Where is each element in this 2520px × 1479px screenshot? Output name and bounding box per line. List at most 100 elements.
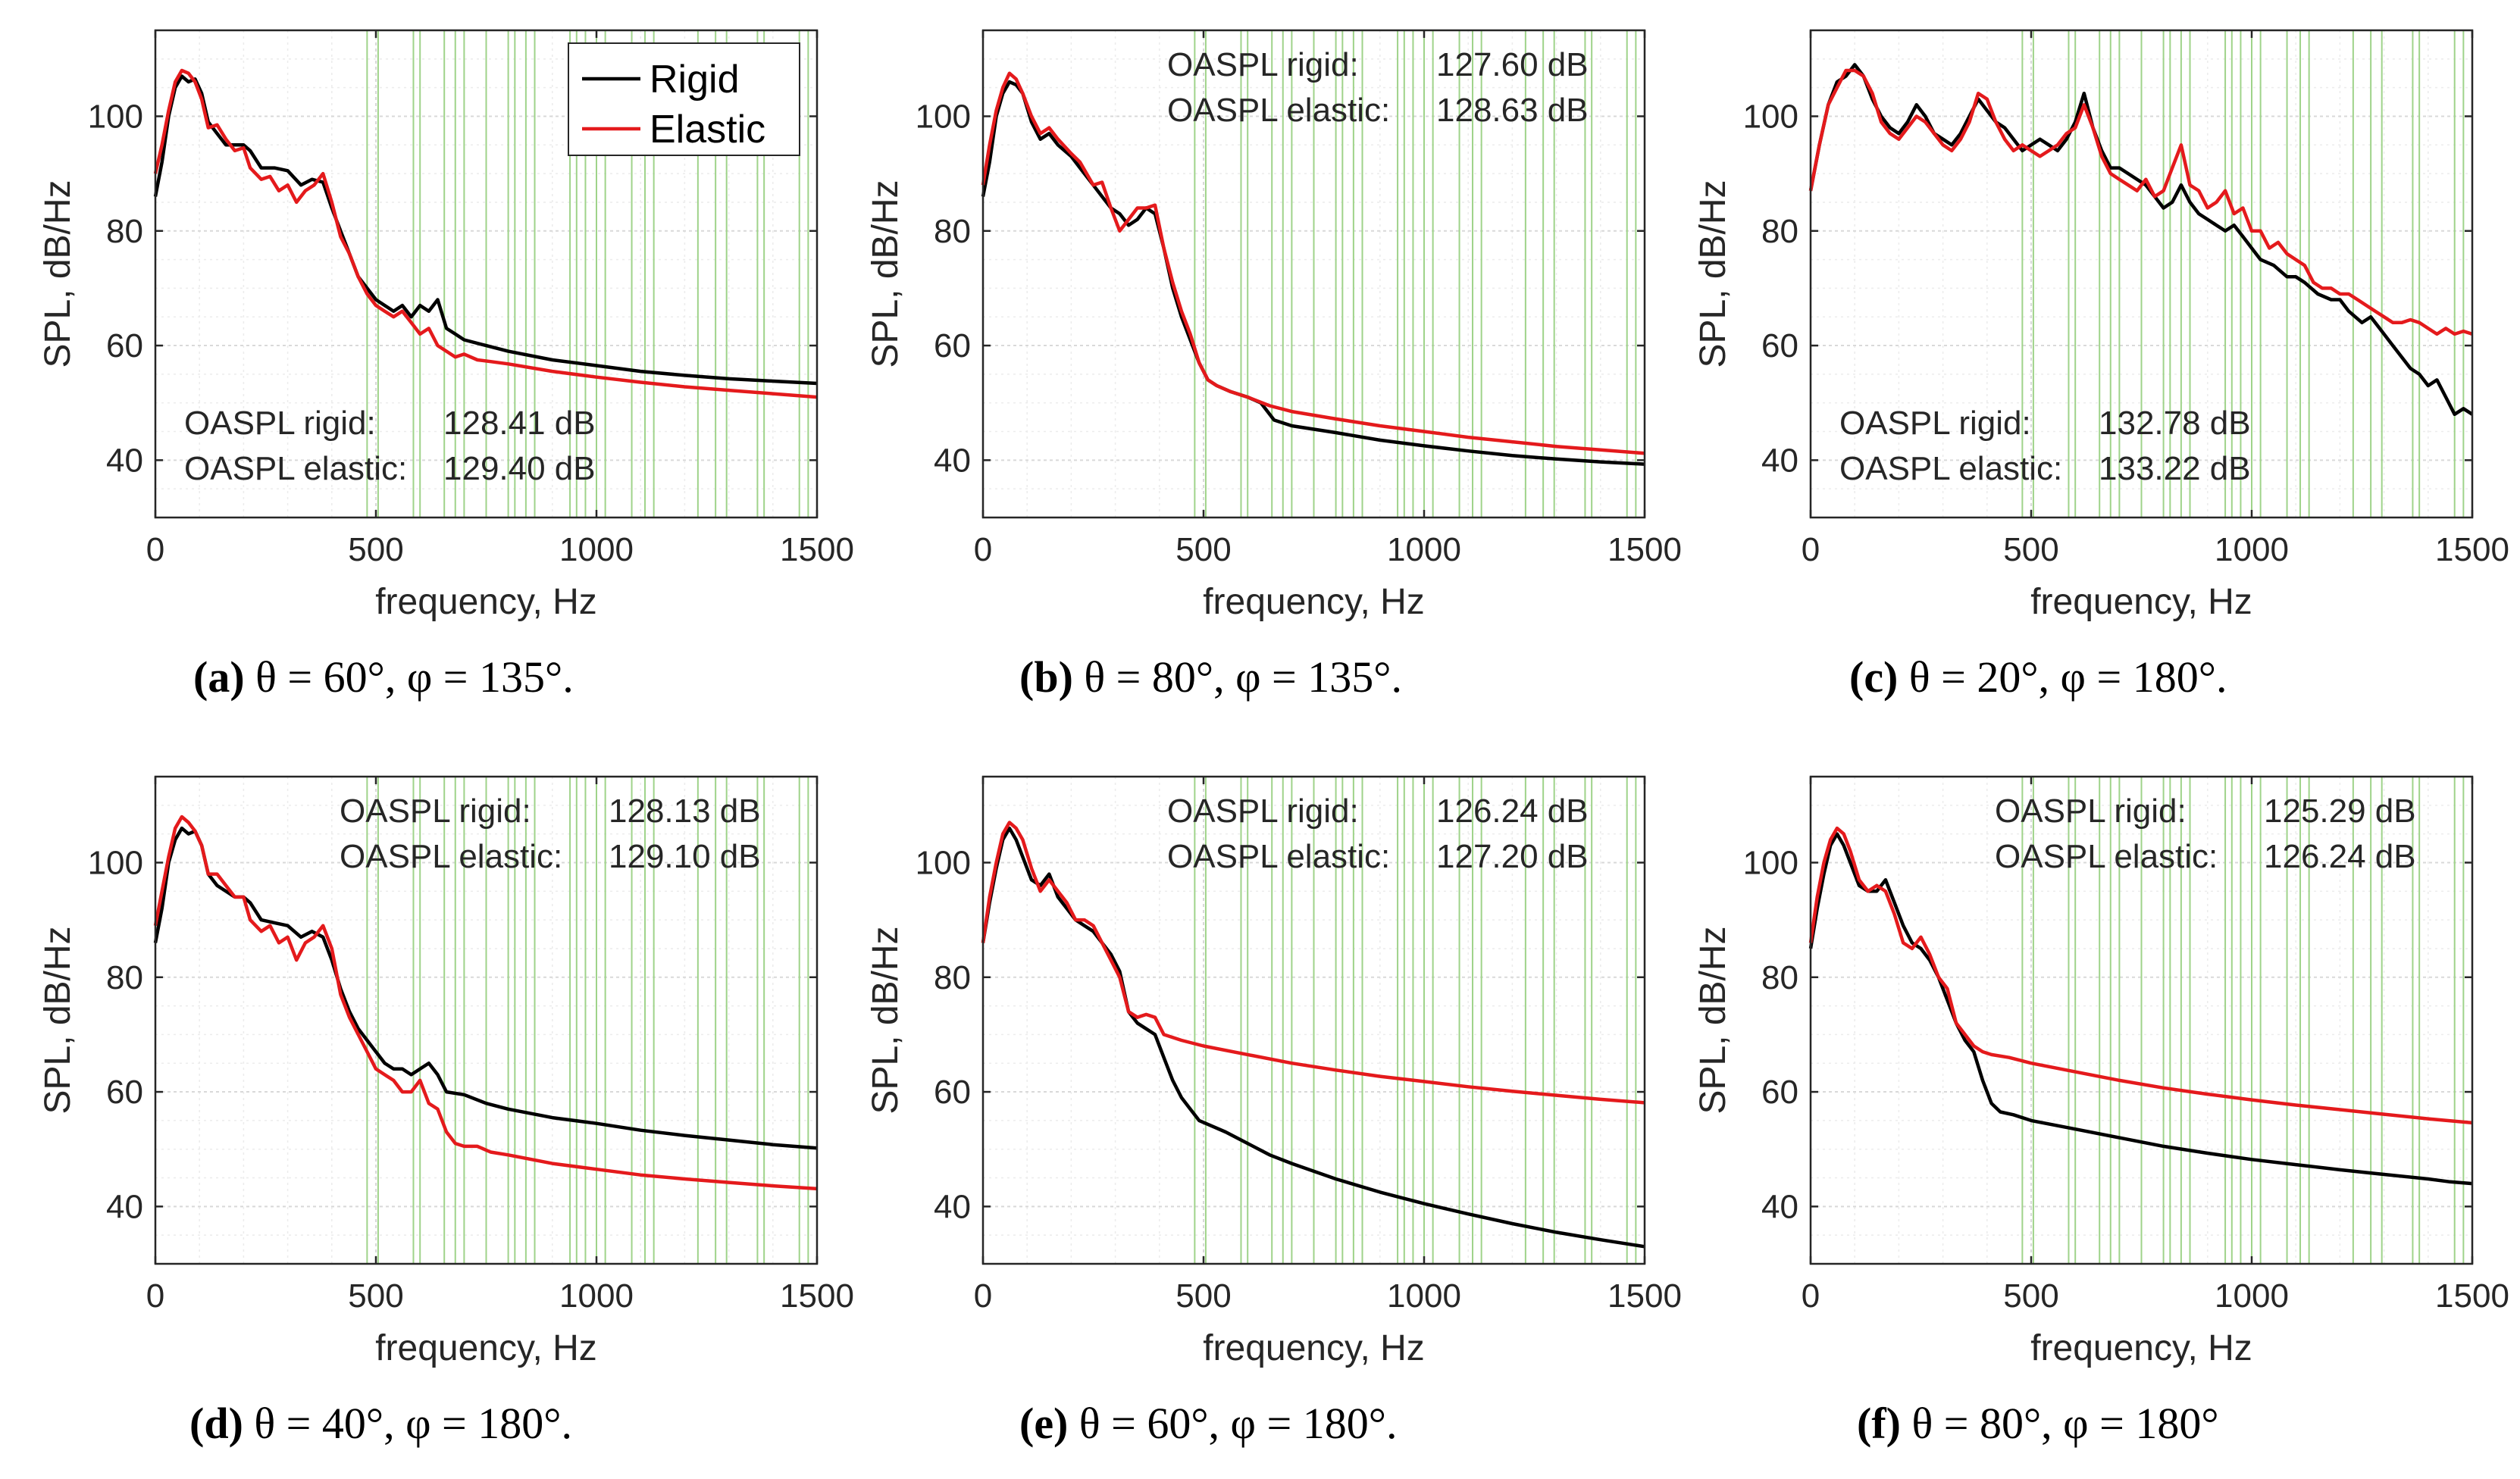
x-tick-label: 1500 <box>780 1277 854 1315</box>
oaspl-rigid-value: 128.41 dB <box>443 405 596 442</box>
caption-letter: (a) <box>193 652 245 702</box>
y-axis-label: SPL, dB/Hz <box>38 180 78 367</box>
series-line-rigid <box>981 826 1645 1249</box>
y-tick-label: 80 <box>106 959 143 996</box>
x-tick-label: 1000 <box>1387 1277 1461 1315</box>
x-tick-label: 500 <box>1175 1277 1231 1315</box>
oaspl-elastic-value: 127.20 dB <box>1436 838 1589 875</box>
oaspl-rigid-value: 127.60 dB <box>1436 46 1589 83</box>
oaspl-rigid-value: 125.29 dB <box>2264 793 2416 830</box>
x-tick-label: 1000 <box>559 531 634 568</box>
y-axis-label: SPL, dB/Hz <box>866 926 906 1114</box>
oaspl-annotation: OASPL rigid: 132.78 dB OASPL elastic: 133.2… <box>1839 405 2251 487</box>
x-tick-label: 1500 <box>2435 531 2509 568</box>
chart-panel-f: 0 500 1000 1500 40 60 80 100 frequency, Hz SPL, d… <box>1693 775 2509 1368</box>
caption-d: (d) θ = 40°, φ = 180°. <box>189 1398 572 1449</box>
y-tick-label: 40 <box>1761 1188 1798 1225</box>
oaspl-elastic-label: OASPL elastic: <box>1995 838 2218 875</box>
series-line-elastic <box>1808 826 2473 1125</box>
y-tick-label: 40 <box>106 1188 143 1225</box>
x-tick-label: 500 <box>2003 531 2058 568</box>
x-axis-label: frequency, Hz <box>1203 582 1425 622</box>
x-tick-label: 1500 <box>2435 1277 2509 1315</box>
y-tick-label: 100 <box>916 98 971 135</box>
y-tick-label: 40 <box>934 442 971 479</box>
chart-panel-a: 0 500 1000 1500 40 60 80 100 frequency, Hz SPL, d… <box>38 29 854 622</box>
series-line-elastic <box>981 821 1645 1105</box>
oaspl-elastic-label: OASPL elastic: <box>1839 450 2062 487</box>
axes-frame <box>154 29 819 519</box>
legend-label-rigid: Rigid <box>650 58 740 102</box>
oaspl-elastic-label: OASPL elastic: <box>184 450 407 487</box>
oaspl-rigid-label: OASPL rigid: <box>1167 793 1359 830</box>
y-tick-label: 80 <box>106 213 143 250</box>
x-axis-label: frequency, Hz <box>375 1328 597 1368</box>
caption-b: (b) θ = 80°, φ = 135°. <box>1019 652 1402 702</box>
caption-e: (e) θ = 60°, φ = 180°. <box>1019 1398 1397 1449</box>
chart-panel-e: 0 500 1000 1500 40 60 80 100 frequency, Hz SPL, d… <box>866 775 1682 1368</box>
x-tick-label: 1000 <box>559 1277 634 1315</box>
oaspl-elastic-label: OASPL elastic: <box>1167 838 1390 875</box>
x-tick-label: 1000 <box>1387 531 1461 568</box>
x-tick-label: 0 <box>146 1277 164 1315</box>
y-tick-label: 60 <box>1761 327 1798 364</box>
x-tick-label: 0 <box>974 1277 992 1315</box>
caption-letter: (b) <box>1019 652 1073 702</box>
chart-panel-b: 0 500 1000 1500 40 60 80 100 frequency, Hz SPL, d… <box>866 29 1682 622</box>
y-tick-label: 100 <box>1743 844 1798 881</box>
axes-frame <box>1809 29 2474 519</box>
y-tick-label: 100 <box>88 844 143 881</box>
oaspl-annotation: OASPL rigid: 128.13 dB OASPL elastic: 129.1… <box>340 793 761 875</box>
x-tick-label: 1000 <box>2215 1277 2289 1315</box>
caption-f: (f) θ = 80°, φ = 180° <box>1857 1398 2219 1449</box>
y-tick-label: 80 <box>1761 959 1798 996</box>
x-tick-label: 1500 <box>1607 531 1682 568</box>
y-tick-label: 60 <box>934 1074 971 1111</box>
oaspl-elastic-value: 128.63 dB <box>1436 92 1589 129</box>
caption-text: θ = 60°, φ = 135°. <box>255 652 574 702</box>
axes-frame <box>154 775 819 1265</box>
x-tick-label: 1000 <box>2215 531 2289 568</box>
x-tick-label: 500 <box>2003 1277 2058 1315</box>
y-tick-label: 40 <box>934 1188 971 1225</box>
oaspl-rigid-label: OASPL rigid: <box>184 405 376 442</box>
oaspl-annotation: OASPL rigid: 127.60 dB OASPL elastic: 128.6… <box>1167 46 1589 129</box>
y-tick-label: 60 <box>106 1074 143 1111</box>
oaspl-elastic-label: OASPL elastic: <box>1167 92 1390 129</box>
series-line-elastic <box>153 815 818 1191</box>
series-line-elastic <box>1808 68 2473 336</box>
x-tick-label: 1500 <box>1607 1277 1682 1315</box>
x-axis-label: frequency, Hz <box>2030 1328 2252 1368</box>
oaspl-elastic-value: 129.10 dB <box>609 838 761 875</box>
caption-letter: (f) <box>1857 1399 1901 1448</box>
x-tick-label: 1500 <box>780 531 854 568</box>
series-line-rigid <box>1808 63 2474 417</box>
oaspl-rigid-value: 126.24 dB <box>1436 793 1589 830</box>
axes-frame <box>981 775 1646 1265</box>
y-tick-label: 80 <box>934 959 971 996</box>
oaspl-rigid-label: OASPL rigid: <box>1839 405 2031 442</box>
y-axis-label: SPL, dB/Hz <box>38 926 78 1114</box>
x-tick-label: 0 <box>1802 1277 1820 1315</box>
legend: Rigid Elastic <box>568 42 800 156</box>
axes-frame <box>981 29 1646 519</box>
y-tick-label: 60 <box>106 327 143 364</box>
y-tick-label: 60 <box>1761 1074 1798 1111</box>
y-tick-label: 80 <box>934 213 971 250</box>
caption-text: θ = 60°, φ = 180°. <box>1078 1399 1398 1448</box>
y-tick-label: 100 <box>1743 98 1798 135</box>
chart-panel-c: 0 500 1000 1500 40 60 80 100 frequency, Hz SPL, d… <box>1693 29 2509 622</box>
oaspl-rigid-value: 128.13 dB <box>609 793 761 830</box>
y-tick-label: 40 <box>1761 442 1798 479</box>
caption-letter: (c) <box>1849 652 1899 702</box>
oaspl-elastic-label: OASPL elastic: <box>340 838 562 875</box>
oaspl-annotation: OASPL rigid: 126.24 dB OASPL elastic: 127.2… <box>1167 793 1589 875</box>
legend-box <box>568 42 800 156</box>
x-axis-label: frequency, Hz <box>1203 1328 1425 1368</box>
caption-a: (a) θ = 60°, φ = 135°. <box>193 652 574 702</box>
y-axis-label: SPL, dB/Hz <box>1693 926 1733 1114</box>
x-axis-label: frequency, Hz <box>2030 582 2252 622</box>
oaspl-rigid-label: OASPL rigid: <box>1167 46 1359 83</box>
axes-frame <box>1809 775 2474 1265</box>
